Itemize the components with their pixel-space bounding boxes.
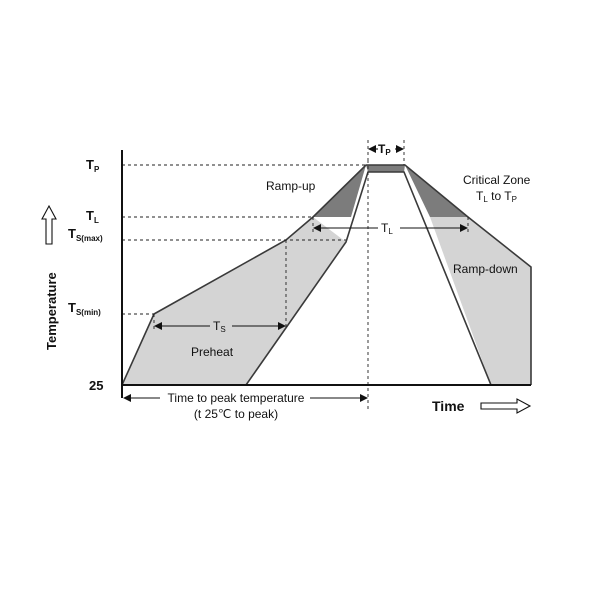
left-band (122, 217, 346, 385)
tp-dimension-label: TP (378, 142, 391, 157)
y-label-tp: TP (86, 157, 100, 174)
preheat-label: Preheat (191, 345, 234, 359)
y-axis-title: Temperature (44, 272, 59, 350)
y-label-tl: TL (86, 208, 99, 225)
right-band (430, 217, 531, 385)
time-to-peak-line1: Time to peak temperature (168, 391, 305, 405)
ts-dimension-label: TS (213, 319, 226, 334)
tl-dimension-label: TL (381, 221, 393, 236)
peak-band (366, 165, 405, 172)
x-axis-hollow-arrow-icon (480, 398, 532, 414)
y-label-ts-min: TS(min) (68, 300, 101, 317)
time-to-peak-line2: (t 25℃ to peak) (194, 407, 278, 421)
x-axis-title: Time (432, 398, 465, 414)
y-label-ts-max: TS(max) (68, 226, 103, 243)
y-label-base: 25 (89, 378, 103, 393)
ramp-down-label: Ramp-down (453, 262, 518, 276)
critical-zone-range: TL to TP (476, 189, 517, 204)
y-axis-hollow-arrow-icon (41, 204, 57, 245)
ramp-up-label: Ramp-up (266, 179, 316, 193)
profile-outer-edge (121, 164, 532, 386)
critical-zone-title: Critical Zone (463, 173, 531, 187)
